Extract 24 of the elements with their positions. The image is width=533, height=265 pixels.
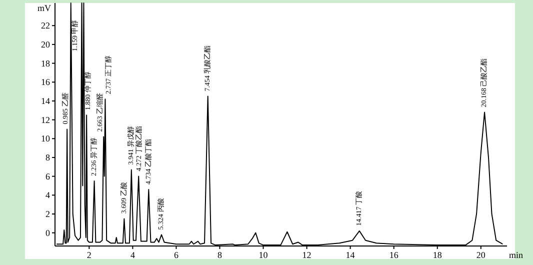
x-tick-label: 4 bbox=[130, 250, 136, 260]
x-tick-label: 20 bbox=[476, 250, 486, 260]
y-tick-label: 4 bbox=[46, 190, 50, 200]
x-tick-label: 2 bbox=[86, 250, 92, 260]
y-tick-label: 22 bbox=[41, 20, 50, 31]
x-tick-label: 16 bbox=[389, 250, 399, 260]
x-tick-label: 10 bbox=[258, 250, 268, 260]
y-tick-label: 18 bbox=[41, 58, 50, 68]
y-tick-label: 8 bbox=[46, 152, 50, 162]
x-tick-label: 8 bbox=[217, 250, 222, 260]
y-axis-title: mV bbox=[38, 3, 52, 13]
y-tick-label: 12 bbox=[41, 114, 50, 125]
y-tick-label: 20 bbox=[41, 39, 50, 50]
x-tick-label: 18 bbox=[432, 250, 442, 260]
y-tick-label: 10 bbox=[41, 134, 50, 144]
x-axis-title: min bbox=[509, 250, 524, 260]
y-tick-label: 0 bbox=[46, 228, 50, 238]
y-tick-label: 2 bbox=[46, 208, 50, 219]
y-tick-label: 16 bbox=[41, 77, 50, 88]
y-tick-label: 6 bbox=[46, 171, 50, 182]
x-tick-label: 14 bbox=[346, 250, 356, 260]
y-tick-label: 14 bbox=[41, 96, 50, 106]
x-tick-label: 6 bbox=[174, 250, 179, 260]
x-tick-label: 12 bbox=[302, 250, 312, 260]
